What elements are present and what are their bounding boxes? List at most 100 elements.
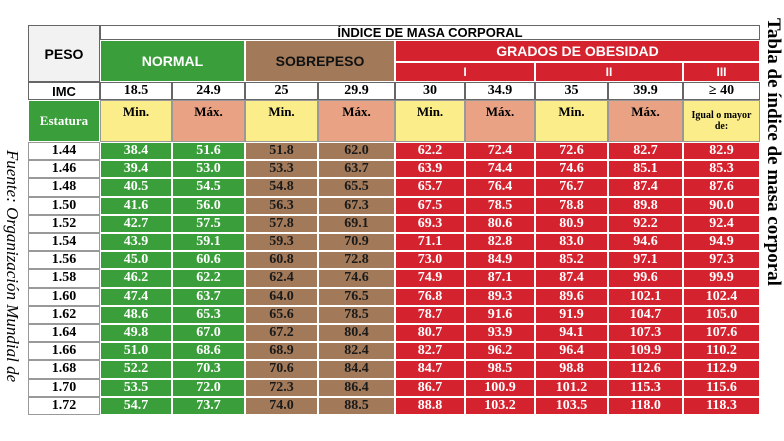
bmi-value: 25	[245, 82, 318, 100]
weight-value: 80.6	[465, 214, 535, 233]
bmi-value: 35	[535, 82, 608, 100]
weight-value: 74.6	[535, 160, 608, 179]
weight-value: 74.4	[465, 160, 535, 179]
height-value: 1.64	[28, 324, 100, 343]
weight-value: 82.7	[395, 342, 465, 361]
bound-label: Min.	[395, 100, 465, 142]
weight-value: 72.3	[245, 378, 318, 397]
weight-value: 94.6	[608, 233, 683, 252]
weight-value: 112.9	[683, 360, 760, 379]
weight-value: 48.6	[100, 305, 172, 324]
weight-value: 67.3	[318, 196, 395, 215]
weight-value: 97.1	[608, 251, 683, 270]
weight-value: 76.7	[535, 178, 608, 197]
weight-value: 91.6	[465, 305, 535, 324]
weight-value: 70.9	[318, 233, 395, 252]
weight-value: 72.6	[535, 142, 608, 161]
weight-value: 115.6	[683, 378, 760, 397]
weight-value: 97.3	[683, 251, 760, 270]
weight-value: 84.9	[465, 251, 535, 270]
weight-value: 72.4	[465, 142, 535, 161]
weight-value: 83.0	[535, 233, 608, 252]
weight-value: 100.9	[465, 378, 535, 397]
weight-value: 88.8	[395, 396, 465, 415]
weight-value: 43.9	[100, 233, 172, 252]
weight-value: 59.1	[172, 233, 245, 252]
weight-value: 84.4	[318, 360, 395, 379]
weight-value: 65.5	[318, 178, 395, 197]
weight-value: 54.7	[100, 396, 172, 415]
group-header: NORMAL	[100, 40, 245, 82]
height-value: 1.44	[28, 142, 100, 161]
height-value: 1.48	[28, 178, 100, 197]
weight-value: 53.3	[245, 160, 318, 179]
weight-value: 80.7	[395, 324, 465, 343]
weight-value: 82.8	[465, 233, 535, 252]
group-header: GRADOS DE OBESIDAD	[395, 40, 760, 62]
weight-value: 67.2	[245, 324, 318, 343]
weight-value: 62.2	[172, 269, 245, 288]
weight-value: 70.6	[245, 360, 318, 379]
weight-value: 99.9	[683, 269, 760, 288]
weight-value: 72.8	[318, 251, 395, 270]
weight-value: 46.2	[100, 269, 172, 288]
weight-value: 85.1	[608, 160, 683, 179]
bound-label: Min.	[245, 100, 318, 142]
weight-value: 87.1	[465, 269, 535, 288]
weight-value: 109.9	[608, 342, 683, 361]
height-value: 1.52	[28, 214, 100, 233]
bound-label: Igual o mayor de:	[683, 100, 760, 142]
weight-value: 78.7	[395, 305, 465, 324]
weight-value: 63.9	[395, 160, 465, 179]
weight-value: 107.3	[608, 324, 683, 343]
weight-value: 102.1	[608, 287, 683, 306]
weight-value: 65.6	[245, 305, 318, 324]
weight-value: 67.5	[395, 196, 465, 215]
weight-value: 103.2	[465, 396, 535, 415]
weight-value: 86.7	[395, 378, 465, 397]
weight-value: 86.4	[318, 378, 395, 397]
group-header: SOBREPESO	[245, 40, 395, 82]
weight-value: 59.3	[245, 233, 318, 252]
height-value: 1.68	[28, 360, 100, 379]
weight-value: 85.2	[535, 251, 608, 270]
weight-value: 93.9	[465, 324, 535, 343]
weight-value: 96.2	[465, 342, 535, 361]
weight-value: 64.0	[245, 287, 318, 306]
weight-value: 74.9	[395, 269, 465, 288]
bound-label: Máx.	[465, 100, 535, 142]
weight-value: 51.0	[100, 342, 172, 361]
weight-value: 73.7	[172, 396, 245, 415]
weight-value: 54.8	[245, 178, 318, 197]
weight-value: 69.3	[395, 214, 465, 233]
weight-value: 69.1	[318, 214, 395, 233]
height-value: 1.46	[28, 160, 100, 179]
obesity-grade: III	[683, 62, 760, 82]
weight-value: 76.8	[395, 287, 465, 306]
weight-value: 118.0	[608, 396, 683, 415]
height-value: 1.54	[28, 233, 100, 252]
bound-label: Máx.	[172, 100, 245, 142]
weight-value: 62.4	[245, 269, 318, 288]
weight-value: 38.4	[100, 142, 172, 161]
weight-value: 115.3	[608, 378, 683, 397]
bound-label: Min.	[535, 100, 608, 142]
weight-value: 70.3	[172, 360, 245, 379]
height-label: Estatura	[28, 100, 100, 142]
bound-label: Máx.	[608, 100, 683, 142]
weight-value: 53.0	[172, 160, 245, 179]
weight-value: 80.4	[318, 324, 395, 343]
weight-value: 60.8	[245, 251, 318, 270]
weight-value: 73.0	[395, 251, 465, 270]
weight-value: 56.0	[172, 196, 245, 215]
weight-value: 78.5	[318, 305, 395, 324]
weight-value: 40.5	[100, 178, 172, 197]
weight-value: 39.4	[100, 160, 172, 179]
weight-value: 101.2	[535, 378, 608, 397]
weight-value: 76.4	[465, 178, 535, 197]
weight-value: 67.0	[172, 324, 245, 343]
height-value: 1.72	[28, 396, 100, 415]
height-value: 1.58	[28, 269, 100, 288]
bmi-label: IMC	[28, 82, 100, 100]
weight-value: 82.9	[683, 142, 760, 161]
